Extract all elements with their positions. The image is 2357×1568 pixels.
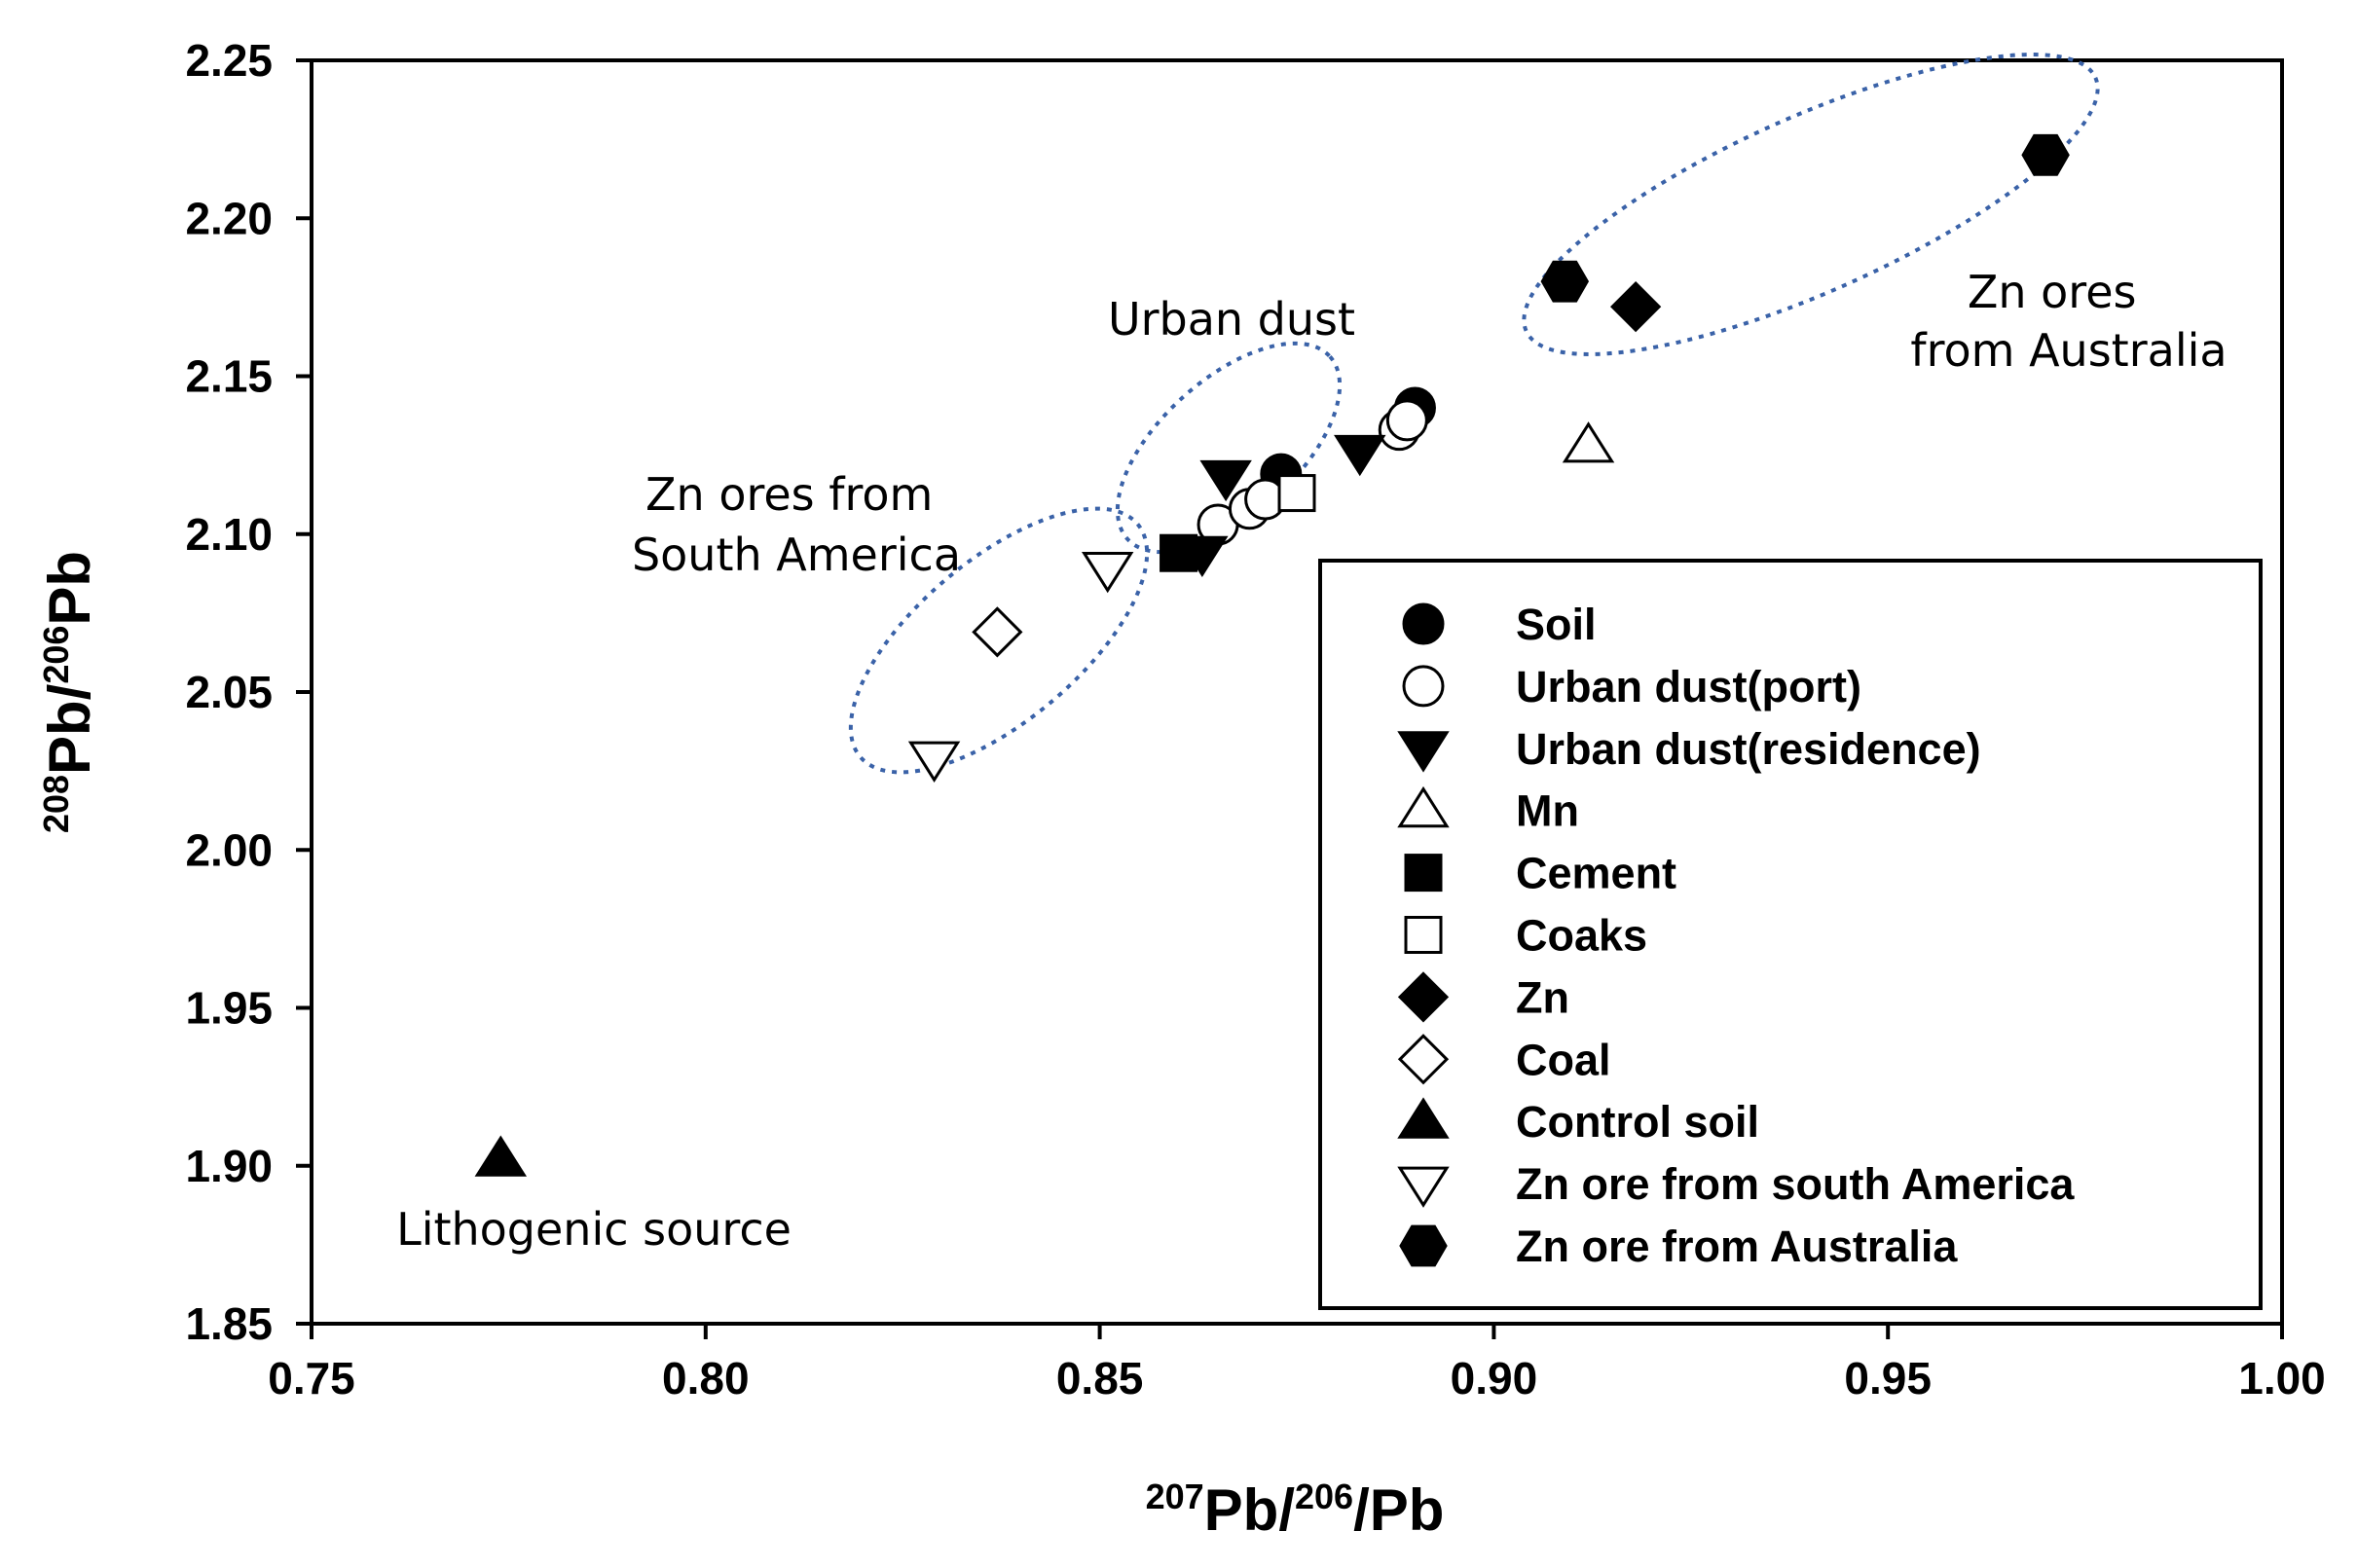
x-tick-label: 1.00: [2238, 1353, 2326, 1404]
x-tick-label: 0.75: [268, 1353, 355, 1404]
legend-label-coal: Coal: [1516, 1035, 1611, 1084]
legend-marker-cement: [1404, 854, 1443, 893]
x-tick-label: 0.95: [1844, 1353, 1932, 1404]
legend-marker-coal: [1397, 1034, 1450, 1085]
point-coal: [972, 606, 1023, 658]
data-points: [474, 133, 2070, 1177]
legend-label-urban-dust-residence: Urban dust(residence): [1516, 724, 1981, 774]
legend-label-soil: Soil: [1516, 600, 1597, 649]
legend-label-control-soil: Control soil: [1516, 1097, 1759, 1147]
legend-label-zn-ore-from-south-america: Zn ore from south America: [1516, 1159, 2075, 1209]
y-tick-label: 2.10: [185, 509, 273, 560]
legend-label-coaks: Coaks: [1516, 911, 1647, 961]
legend-label-urban-dust-port: Urban dust(port): [1516, 662, 1861, 711]
legend-marker-zn-ore-from-australia: [1399, 1224, 1448, 1267]
y-tick-label: 2.00: [185, 824, 273, 875]
point-control-soil: [474, 1135, 528, 1177]
point-coaks: [1277, 474, 1316, 513]
annotation-zn-ores-australia: Zn ores from Australia: [1910, 266, 2227, 377]
point-zn-ore-from-south-america: [1081, 551, 1134, 594]
point-zn-ore-from-australia: [1540, 260, 1590, 303]
legend-label-zn: Zn: [1516, 972, 1569, 1022]
y-tick-label: 1.85: [185, 1298, 273, 1349]
point-zn-ore-from-south-america: [907, 741, 961, 783]
legend-marker-control-soil: [1397, 1097, 1450, 1139]
y-tick-label: 2.15: [185, 351, 273, 402]
point-urban-dust-residence: [1334, 434, 1386, 477]
point-zn-ore-from-australia: [2021, 133, 2070, 176]
legend-marker-urban-dust-residence: [1397, 731, 1450, 773]
x-tick-label: 0.85: [1056, 1353, 1144, 1404]
legend-marker-zn-ore-from-south-america: [1397, 1166, 1450, 1208]
annotation-zn-ores-south-america: Zn ores from South America: [632, 468, 961, 581]
legend-box: [1318, 559, 2263, 1310]
point-urban-dust-residence: [1199, 459, 1252, 502]
x-tick-label: 0.80: [662, 1353, 750, 1404]
x-axis: 0.75 0.80 0.85 0.90 0.95 1.00: [268, 1324, 2326, 1404]
point-cement: [1160, 533, 1198, 572]
x-tick-label: 0.90: [1451, 1353, 1538, 1404]
ellipse-urban-dust: [1115, 341, 1343, 555]
legend-marker-mn: [1397, 785, 1450, 828]
legend: Soil Urban dust(port) Urban dust(residence…: [1318, 559, 2263, 1310]
point-mn: [1562, 421, 1615, 463]
y-axis: 1.85 1.90 1.95 2.00 2.05 2.10 2.15 2.20 2.25: [185, 35, 312, 1349]
y-tick-label: 1.95: [185, 983, 273, 1034]
point-zn: [1610, 280, 1662, 333]
legend-marker-coaks: [1404, 916, 1443, 954]
y-tick-label: 2.25: [185, 35, 273, 86]
ellipse-zn-ores-south-america: [848, 506, 1150, 775]
legend-label-zn-ore-from-australia: Zn ore from Australia: [1516, 1222, 1958, 1271]
legend-marker-urban-dust-port: [1402, 665, 1445, 708]
legend-marker-zn: [1397, 971, 1450, 1023]
point-urban-dust-port: [1385, 399, 1428, 442]
y-tick-label: 2.20: [185, 193, 273, 243]
annotation-lithogenic-source: Lithogenic source: [396, 1203, 792, 1256]
x-axis-title: 207Pb/206/Pb: [1146, 1477, 1445, 1543]
legend-label-cement: Cement: [1516, 849, 1676, 898]
legend-label-mn: Mn: [1516, 786, 1579, 836]
y-tick-label: 1.90: [185, 1141, 273, 1191]
y-axis-title: 208Pb/206Pb: [36, 551, 102, 833]
legend-marker-soil: [1402, 602, 1445, 645]
annotation-urban-dust: Urban dust: [1108, 293, 1355, 346]
y-tick-label: 2.05: [185, 667, 273, 717]
